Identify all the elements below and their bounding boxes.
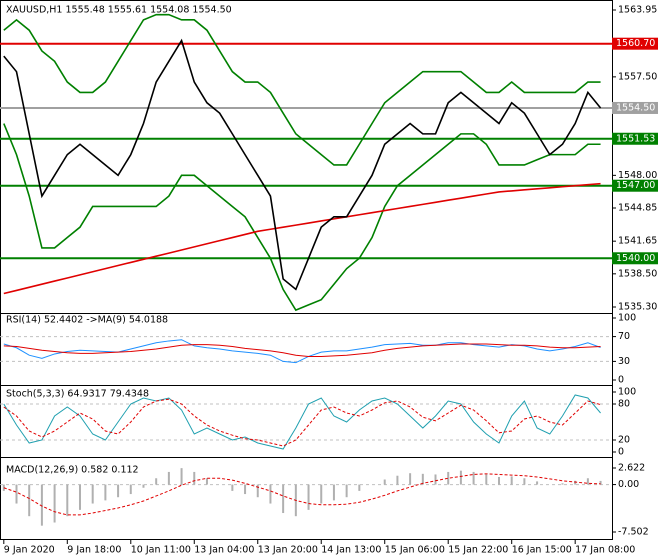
y-tick-label: 80 [618, 399, 630, 410]
x-tick-label: 15 Jan 22:00 [448, 545, 508, 556]
histogram-bar [66, 484, 69, 517]
level-label: 1554.50 [616, 102, 655, 113]
histogram-bar [180, 468, 183, 485]
histogram-bar [536, 481, 539, 485]
level-label: 1540.00 [616, 253, 655, 264]
x-tick-label: 10 Jan 11:00 [131, 545, 191, 556]
histogram-bar [574, 480, 577, 485]
series-line [3, 182, 601, 295]
y-tick-label: 1538.50 [618, 268, 657, 279]
histogram-bar [53, 484, 56, 523]
pane-title: MACD(12,26,9) 0.582 0.112 [6, 465, 139, 476]
pane-title: XAUUSD,H1 1555.48 1555.61 1554.08 1554.5… [6, 5, 232, 16]
series-line [3, 339, 601, 364]
histogram-bar [396, 475, 399, 485]
pane-title: RSI(14) 52.4402 ->MA(9) 54.0188 [6, 315, 168, 326]
histogram-bar [256, 484, 259, 498]
histogram-bar [447, 471, 450, 485]
histogram-bar [459, 470, 462, 485]
y-tick-label: -7.502 [618, 527, 649, 538]
histogram-bar [91, 484, 94, 504]
level-box [612, 132, 658, 145]
level-box [612, 37, 658, 50]
x-tick-label: 9 Jan 18:00 [67, 545, 121, 556]
level-label: 1560.70 [616, 38, 655, 49]
histogram-bar [485, 474, 488, 485]
histogram-bar [497, 476, 500, 485]
histogram-bar [129, 484, 132, 495]
histogram-bar [561, 483, 564, 485]
histogram-bar [155, 478, 158, 485]
histogram-bar [231, 484, 234, 491]
histogram-bar [307, 484, 310, 510]
y-tick-label: 100 [618, 313, 636, 324]
y-tick-label: 20 [618, 435, 630, 446]
histogram-bar [282, 484, 285, 514]
histogram-bar [320, 484, 323, 504]
x-tick-label: 13 Jan 04:00 [194, 545, 254, 556]
histogram-bar [472, 471, 475, 485]
histogram-bar [269, 484, 272, 504]
histogram-bar [117, 484, 120, 498]
series-line [3, 38, 602, 291]
y-tick-label: 1557.50 [618, 71, 657, 82]
x-tick-label: 17 Jan 08:00 [575, 545, 635, 556]
histogram-bar [193, 471, 196, 485]
histogram-bar [586, 478, 589, 485]
level-box [612, 101, 658, 114]
y-tick-label: 0 [618, 447, 624, 458]
histogram-bar [78, 484, 81, 510]
series-line [3, 343, 601, 357]
y-tick-label: 30 [618, 356, 630, 367]
histogram-bar [332, 484, 335, 501]
pane-title: Stoch(5,3,3) 64.9317 79.4348 [6, 389, 149, 400]
level-box [612, 179, 658, 192]
histogram-bar [383, 479, 386, 485]
level-label: 1547.00 [616, 180, 655, 191]
histogram-bar [409, 473, 412, 485]
y-tick-label: 1541.65 [618, 236, 657, 247]
histogram-bar [104, 484, 107, 501]
x-tick-label: 15 Jan 06:00 [385, 545, 445, 556]
y-tick-label: 100 [618, 387, 636, 398]
histogram-bar [28, 484, 31, 517]
y-tick-label: 1563.95 [618, 5, 657, 16]
histogram-bar [358, 484, 361, 491]
level-label: 1551.53 [616, 133, 655, 144]
y-tick-label: 70 [618, 331, 630, 342]
histogram-bar [510, 476, 513, 485]
series-line [3, 13, 601, 166]
frame [0, 0, 613, 540]
x-tick-label: 16 Jan 15:00 [512, 545, 572, 556]
histogram-bar [40, 484, 43, 526]
series-line [3, 123, 601, 312]
histogram-bar [345, 484, 348, 498]
histogram-bar [15, 484, 18, 504]
series-line [3, 398, 601, 447]
y-tick-label: 2.622 [618, 463, 645, 474]
histogram-bar [167, 471, 170, 485]
series-line [3, 394, 601, 450]
series-line [3, 473, 601, 516]
histogram-bar [434, 474, 437, 485]
histogram-bar [244, 484, 247, 495]
y-tick-label: 0.00 [618, 479, 639, 490]
y-tick-label: 1548.00 [618, 170, 657, 181]
x-tick-label: 14 Jan 13:00 [321, 545, 381, 556]
y-tick-label: 1544.85 [618, 203, 657, 214]
x-tick-label: 13 Jan 20:00 [258, 545, 318, 556]
histogram-bar [523, 478, 526, 485]
y-tick-label: 0 [618, 375, 624, 386]
histogram-bar [421, 473, 424, 485]
histogram-bar [205, 478, 208, 485]
histogram-bar [599, 480, 602, 485]
y-tick-label: 1535.30 [618, 302, 657, 313]
level-box [612, 252, 658, 265]
x-tick-label: 9 Jan 2020 [4, 545, 55, 556]
histogram-bar [142, 484, 145, 488]
